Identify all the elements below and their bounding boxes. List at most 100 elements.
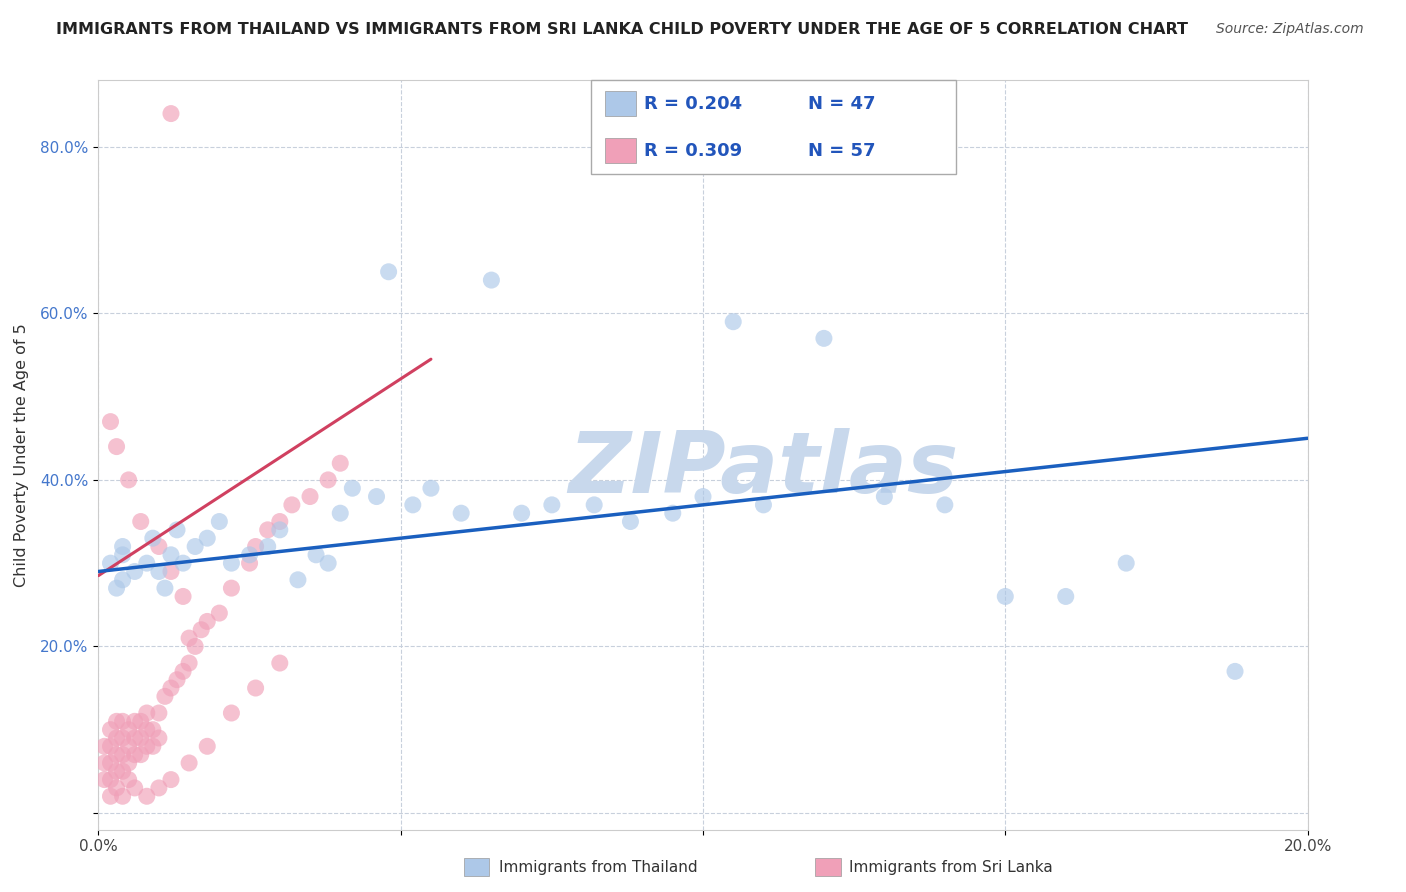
Point <box>160 548 183 562</box>
Point <box>105 780 128 795</box>
Point <box>105 714 128 729</box>
Point <box>366 490 388 504</box>
Point <box>93 772 115 787</box>
Point <box>153 690 176 704</box>
Point <box>172 556 194 570</box>
Point <box>583 498 606 512</box>
Point <box>118 473 141 487</box>
Point <box>111 548 134 562</box>
Point <box>316 556 339 570</box>
Point <box>129 515 152 529</box>
Point <box>402 498 425 512</box>
Text: R = 0.309: R = 0.309 <box>644 142 742 160</box>
Point <box>752 498 775 512</box>
Point <box>1054 590 1077 604</box>
Point <box>148 706 170 720</box>
Point <box>195 531 218 545</box>
Point <box>160 772 183 787</box>
Text: R = 0.204: R = 0.204 <box>644 95 742 112</box>
Point <box>221 581 243 595</box>
Point <box>105 581 128 595</box>
Point <box>118 772 141 787</box>
Point <box>124 714 146 729</box>
Point <box>93 756 115 770</box>
Point <box>111 764 134 779</box>
Point <box>342 481 364 495</box>
Point <box>100 739 122 754</box>
Point <box>316 473 339 487</box>
Point <box>142 723 165 737</box>
Point <box>129 714 152 729</box>
Point <box>329 456 352 470</box>
Point <box>160 106 183 120</box>
Point <box>100 756 122 770</box>
Text: ZIPatlas: ZIPatlas <box>568 428 959 511</box>
Point <box>124 747 146 762</box>
Point <box>105 440 128 454</box>
Point <box>142 739 165 754</box>
Point <box>100 556 122 570</box>
Point <box>148 540 170 554</box>
Point <box>129 731 152 745</box>
Point <box>105 764 128 779</box>
Point <box>100 415 122 429</box>
Point <box>100 789 122 804</box>
Point <box>124 780 146 795</box>
Point <box>269 515 291 529</box>
Point <box>994 590 1017 604</box>
Point <box>166 523 188 537</box>
Point <box>221 706 243 720</box>
Point <box>934 498 956 512</box>
Point <box>118 723 141 737</box>
Point <box>813 331 835 345</box>
Point <box>111 789 134 804</box>
Point <box>172 665 194 679</box>
Point <box>111 714 134 729</box>
Point <box>287 573 309 587</box>
Point <box>135 789 157 804</box>
Point <box>105 731 128 745</box>
Point <box>195 739 218 754</box>
Point <box>142 531 165 545</box>
Point <box>148 731 170 745</box>
Point <box>184 640 207 654</box>
Point <box>281 498 304 512</box>
Point <box>111 731 134 745</box>
Point <box>481 273 503 287</box>
Point <box>195 615 218 629</box>
Point <box>172 590 194 604</box>
Point <box>239 556 262 570</box>
Text: IMMIGRANTS FROM THAILAND VS IMMIGRANTS FROM SRI LANKA CHILD POVERTY UNDER THE AG: IMMIGRANTS FROM THAILAND VS IMMIGRANTS F… <box>56 22 1188 37</box>
Point <box>299 490 322 504</box>
Point <box>179 631 201 645</box>
Point <box>420 481 443 495</box>
Text: Immigrants from Thailand: Immigrants from Thailand <box>499 860 697 874</box>
Point <box>118 756 141 770</box>
Point <box>160 681 183 695</box>
Point <box>692 490 714 504</box>
Point <box>160 565 183 579</box>
Point <box>190 623 212 637</box>
Point <box>269 656 291 670</box>
Point <box>148 565 170 579</box>
Point <box>269 523 291 537</box>
Point <box>208 515 231 529</box>
Point <box>377 265 399 279</box>
Point <box>329 506 352 520</box>
Point <box>540 498 562 512</box>
Point <box>450 506 472 520</box>
Point <box>135 556 157 570</box>
Point <box>124 731 146 745</box>
Point <box>184 540 207 554</box>
Point <box>1115 556 1137 570</box>
Point <box>305 548 328 562</box>
Point <box>135 739 157 754</box>
Point <box>256 540 278 554</box>
Point <box>118 739 141 754</box>
Point <box>208 606 231 620</box>
Point <box>1223 665 1246 679</box>
Point <box>221 556 243 570</box>
Point <box>129 747 152 762</box>
Text: Immigrants from Sri Lanka: Immigrants from Sri Lanka <box>849 860 1053 874</box>
Point <box>179 756 201 770</box>
